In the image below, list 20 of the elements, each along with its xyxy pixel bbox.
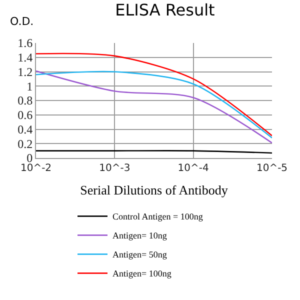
- y-tick-label: 0.6: [18, 108, 33, 122]
- y-tick-label: 1: [26, 79, 33, 94]
- y-tick-label: 0.4: [18, 122, 33, 136]
- x-tick-label: 10^-5: [256, 163, 288, 174]
- y-tick-label: 1.2: [18, 64, 33, 79]
- x-tick-label: 10^-2: [20, 163, 52, 174]
- x-axis-title: Serial Dilutions of Antibody: [80, 182, 228, 198]
- y-tick-label: 0.8: [18, 94, 33, 108]
- x-tick-label: 10^-3: [99, 163, 130, 174]
- legend-label: Control Antigen = 100ng: [112, 212, 204, 222]
- legend-label: Antigen= 100ng: [112, 268, 172, 279]
- legend-label: Antigen= 50ng: [112, 250, 168, 260]
- y-tick-label: 1.4: [18, 50, 33, 65]
- y-axis-title: O.D.: [10, 15, 34, 28]
- y-tick-label: 1.6: [18, 36, 33, 50]
- chart-title: ELISA Result: [115, 0, 215, 20]
- legend-label: Antigen= 10ng: [112, 230, 168, 241]
- line-series: [36, 52, 272, 136]
- x-tick-label: 10^-4: [178, 163, 209, 174]
- y-tick-label: 0.2: [18, 136, 33, 151]
